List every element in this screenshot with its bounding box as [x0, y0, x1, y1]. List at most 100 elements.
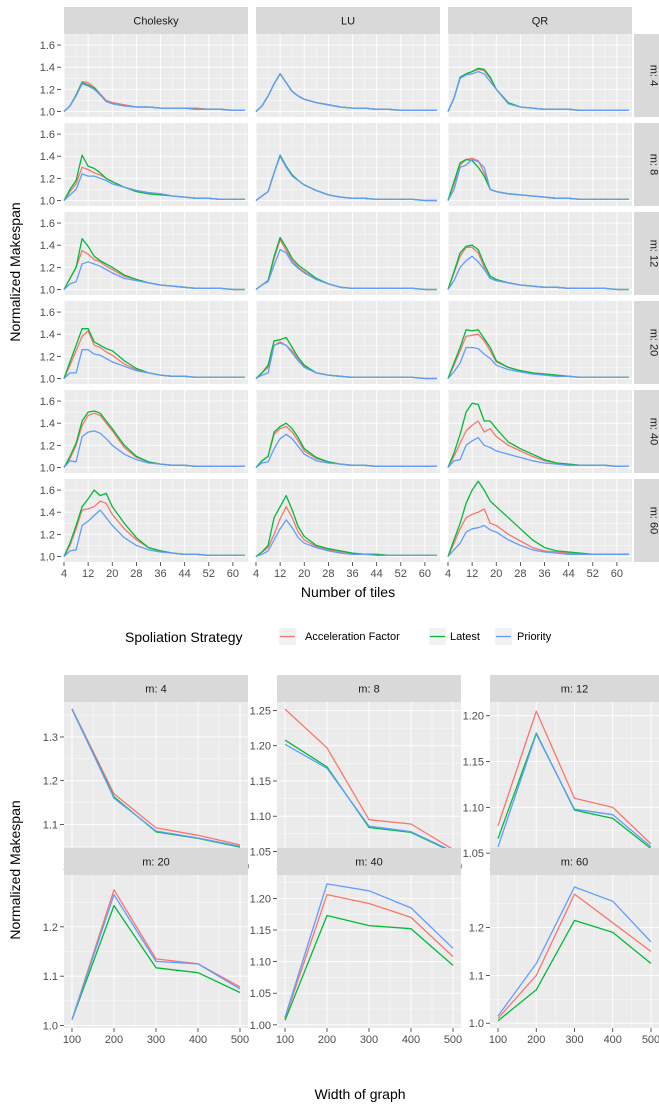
- x-tick-label: 100: [489, 1034, 507, 1046]
- y-tick-label: 1.05: [463, 848, 484, 860]
- y-tick-label: 1.6: [40, 396, 55, 408]
- panel-cholesky-m-12: [64, 212, 248, 295]
- y-tick-label: 1.15: [250, 925, 271, 937]
- y-tick-label: 1.4: [40, 62, 55, 74]
- x-tick-label: 500: [231, 1034, 249, 1046]
- strip-label-m-20: m: 20: [142, 857, 170, 869]
- panel-lu-m-12: [256, 212, 440, 295]
- panel-qr-m-8: [448, 123, 632, 206]
- x-tick-label: 300: [565, 1034, 583, 1046]
- strip-label-m-40: m: 40: [648, 418, 659, 446]
- x-tick-label: 300: [360, 1034, 378, 1046]
- y-tick-label: 1.10: [250, 811, 271, 823]
- x-tick-label: 28: [322, 568, 334, 580]
- legend-label-latest: Latest: [450, 631, 480, 643]
- panel-background: [256, 479, 440, 562]
- strip-label-cholesky: Cholesky: [133, 16, 179, 28]
- y-axis-title-bottom: Normalized Makespan: [7, 800, 23, 939]
- x-tick-label: 52: [203, 568, 215, 580]
- panel-cholesky-m-20: [64, 301, 248, 384]
- y-tick-label: 1.00: [250, 1020, 271, 1032]
- panel-m-4: m: 41.11.21.3100200300400500: [43, 675, 249, 873]
- panel-lu-m-60: [256, 479, 440, 562]
- y-tick-label: 1.0: [40, 551, 55, 563]
- y-tick-label: 1.6: [40, 485, 55, 497]
- y-tick-label: 1.6: [40, 40, 55, 52]
- panel-background: [256, 301, 440, 384]
- y-tick-label: 1.05: [250, 988, 271, 1000]
- x-tick-label: 20: [490, 568, 502, 580]
- width-facet-chart: m: 41.11.21.3100200300400500m: 81.051.10…: [7, 675, 659, 1102]
- y-tick-label: 1.20: [250, 893, 271, 905]
- x-tick-label: 52: [395, 568, 407, 580]
- x-tick-label: 200: [105, 1034, 123, 1046]
- strip-label-m-4: m: 4: [145, 684, 166, 696]
- strip-label-m-40: m: 40: [355, 857, 383, 869]
- strip-label-m-8: m: 8: [358, 684, 379, 696]
- y-tick-label: 1.2: [40, 529, 55, 541]
- y-tick-label: 1.0: [40, 373, 55, 385]
- strip-label-lu: LU: [341, 16, 355, 28]
- x-tick-label: 20: [106, 568, 118, 580]
- x-tick-label: 200: [527, 1034, 545, 1046]
- y-tick-label: 1.10: [463, 802, 484, 814]
- x-tick-label: 400: [402, 1034, 420, 1046]
- y-tick-label: 1.25: [250, 705, 271, 717]
- x-tick-label: 44: [563, 568, 575, 580]
- y-tick-label: 1.2: [43, 922, 58, 934]
- x-tick-label: 300: [147, 1034, 165, 1046]
- panel-lu-m-40: [256, 390, 440, 473]
- x-axis-title-bottom: Width of graph: [314, 1086, 405, 1102]
- y-tick-label: 1.4: [40, 329, 55, 341]
- strip-label-m-60: m: 60: [561, 857, 589, 869]
- strip-label-m-8: m: 8: [648, 154, 659, 175]
- x-tick-label: 100: [63, 1034, 81, 1046]
- y-tick-label: 1.0: [40, 195, 55, 207]
- panel-qr-m-4: [448, 34, 632, 117]
- y-tick-label: 1.6: [40, 218, 55, 230]
- y-tick-label: 1.2: [40, 84, 55, 96]
- panel-background: [448, 390, 632, 473]
- y-tick-label: 1.2: [40, 351, 55, 363]
- x-tick-label: 28: [514, 568, 526, 580]
- y-tick-label: 1.4: [40, 507, 55, 519]
- y-tick-label: 1.2: [40, 440, 55, 452]
- x-axis-title: Number of tiles: [301, 584, 395, 600]
- y-tick-label: 1.6: [40, 307, 55, 319]
- panel-background: [64, 34, 248, 117]
- panel-lu-m-4: [256, 34, 440, 117]
- y-tick-label: 1.4: [40, 240, 55, 252]
- x-tick-label: 100: [276, 1034, 294, 1046]
- y-tick-label: 1.1: [469, 970, 484, 982]
- x-tick-label: 60: [227, 568, 239, 580]
- panel-background: [64, 212, 248, 295]
- legend: Spoliation Strategy Acceleration Factor …: [125, 628, 552, 645]
- x-tick-label: 400: [189, 1034, 207, 1046]
- panel-cholesky-m-8: [64, 123, 248, 206]
- x-tick-label: 4: [61, 568, 67, 580]
- panel-lu-m-8: [256, 123, 440, 206]
- y-tick-label: 1.4: [40, 151, 55, 163]
- panel-m-8: m: 81.051.101.151.201.25100200300400500: [250, 675, 463, 873]
- y-tick-label: 1.3: [43, 732, 58, 744]
- y-tick-label: 1.2: [469, 923, 484, 935]
- panel-background: [256, 123, 440, 206]
- x-tick-label: 36: [538, 568, 550, 580]
- x-tick-label: 12: [466, 568, 478, 580]
- y-tick-label: 1.0: [40, 284, 55, 296]
- y-tick-label: 1.0: [43, 1021, 58, 1033]
- y-tick-label: 1.20: [463, 711, 484, 723]
- legend-label-acceleration-factor: Acceleration Factor: [305, 631, 400, 643]
- y-tick-label: 1.1: [43, 819, 58, 831]
- x-tick-label: 28: [130, 568, 142, 580]
- x-tick-label: 60: [611, 568, 623, 580]
- x-tick-label: 44: [371, 568, 383, 580]
- x-tick-label: 4: [445, 568, 451, 580]
- y-tick-label: 1.0: [469, 1018, 484, 1030]
- y-tick-label: 1.2: [40, 173, 55, 185]
- x-tick-label: 500: [642, 1034, 659, 1046]
